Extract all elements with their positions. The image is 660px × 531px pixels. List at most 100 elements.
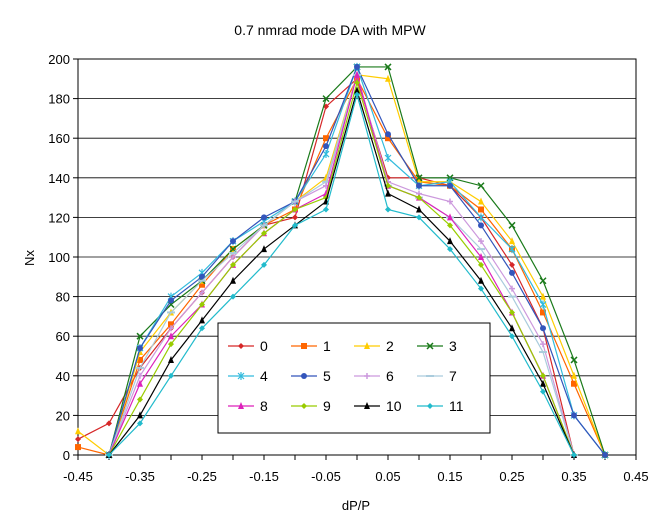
y-tick-label: 140 — [48, 171, 70, 186]
data-point — [354, 86, 360, 94]
legend-label: 0 — [260, 338, 268, 354]
data-point — [447, 222, 453, 229]
data-point — [354, 70, 360, 78]
legend-entry-8: 8 — [228, 398, 268, 414]
legend-label: 6 — [386, 368, 394, 384]
chart-title: 0.7 nmrad mode DA with MPW — [234, 22, 426, 38]
legend-marker — [238, 402, 244, 409]
data-point — [447, 198, 453, 205]
x-tick-label: -0.35 — [125, 469, 155, 484]
x-tick-label: 0.35 — [561, 469, 586, 484]
x-tick-label: 0.45 — [623, 469, 648, 484]
series-line — [108, 80, 575, 456]
data-point — [477, 182, 485, 190]
data-point — [230, 293, 236, 300]
legend-label: 4 — [260, 368, 268, 384]
data-point — [540, 341, 546, 348]
data-point — [199, 281, 205, 288]
y-tick-label: 160 — [48, 131, 70, 146]
data-point — [322, 95, 330, 103]
legend-marker — [301, 343, 307, 349]
data-point — [106, 452, 112, 458]
legend-marker — [301, 403, 307, 409]
data-point — [571, 380, 577, 387]
data-point — [540, 325, 546, 332]
data-point — [384, 154, 392, 162]
data-point — [509, 333, 515, 340]
data-point — [509, 261, 515, 268]
data-point — [168, 332, 174, 340]
data-point — [509, 324, 515, 332]
data-point — [416, 205, 422, 213]
legend-label: 2 — [386, 338, 394, 354]
y-tick-label: 20 — [56, 408, 70, 423]
data-point — [168, 355, 174, 363]
data-point — [106, 420, 112, 427]
data-point — [292, 222, 298, 229]
data-point — [323, 206, 329, 213]
data-point — [416, 182, 422, 189]
data-point — [75, 427, 81, 435]
data-point — [137, 356, 143, 363]
legend-entry-11: 11 — [417, 398, 464, 414]
data-point — [385, 135, 391, 142]
legend-label: 3 — [449, 338, 457, 354]
data-point — [478, 285, 484, 292]
data-point — [137, 411, 143, 419]
data-point — [354, 75, 360, 82]
y-tick-label: 200 — [48, 52, 70, 67]
data-point — [447, 237, 453, 245]
data-point — [168, 372, 174, 379]
data-point — [385, 189, 391, 197]
data-point — [137, 396, 143, 403]
data-point — [415, 174, 423, 182]
x-tick-label: -0.05 — [311, 469, 341, 484]
legend-label: 5 — [323, 368, 331, 384]
data-point — [385, 131, 391, 138]
legend-label: 8 — [260, 398, 268, 414]
data-point — [478, 276, 484, 284]
legend-label: 7 — [449, 368, 457, 384]
series-line — [108, 72, 575, 456]
data-point — [508, 221, 516, 229]
series-11 — [106, 91, 577, 458]
data-point — [292, 214, 298, 221]
data-point — [75, 444, 81, 451]
legend-marker — [301, 373, 307, 379]
legend-marker — [238, 343, 244, 349]
data-point — [199, 301, 205, 308]
data-point — [447, 213, 453, 221]
legend-entry-6: 6 — [354, 368, 394, 384]
legend-entry-2: 2 — [354, 338, 394, 354]
data-point — [385, 206, 391, 213]
data-point — [478, 238, 484, 245]
x-tick-label: -0.45 — [63, 469, 93, 484]
data-point — [261, 230, 267, 237]
series-layer — [75, 62, 609, 459]
legend-label: 10 — [386, 398, 402, 414]
data-point — [354, 91, 360, 98]
data-point — [385, 74, 391, 82]
legend-marker — [426, 342, 434, 350]
data-point — [478, 206, 484, 213]
legend-entry-1: 1 — [291, 338, 331, 354]
data-point — [137, 372, 143, 379]
data-point — [323, 135, 329, 142]
data-point — [137, 420, 143, 427]
data-point — [168, 325, 174, 332]
x-tick-label: 0.15 — [437, 469, 462, 484]
legend-label: 11 — [449, 398, 464, 414]
data-point — [136, 332, 144, 340]
data-point — [137, 345, 143, 352]
data-point — [602, 452, 608, 458]
legend-marker — [427, 403, 433, 409]
data-point — [199, 273, 205, 280]
y-axis-title: Nx — [22, 250, 37, 266]
data-point — [416, 214, 422, 221]
data-point — [539, 277, 547, 285]
data-point — [230, 254, 236, 260]
data-point — [354, 63, 360, 70]
data-point — [75, 436, 81, 443]
